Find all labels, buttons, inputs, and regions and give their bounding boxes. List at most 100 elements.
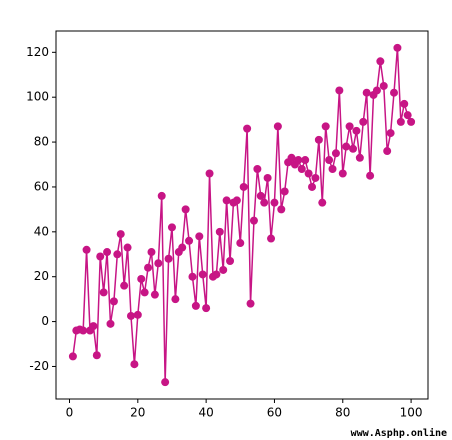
- point: [215, 227, 224, 236]
- x-tick-label: 40: [198, 406, 213, 420]
- watermark: www.Asphp.online: [351, 427, 447, 439]
- point: [403, 111, 412, 120]
- x-tick-label: 0: [66, 406, 74, 420]
- point: [400, 99, 409, 108]
- point: [116, 230, 125, 239]
- point: [123, 243, 132, 252]
- point: [386, 129, 395, 138]
- point: [195, 232, 204, 241]
- point: [157, 191, 166, 200]
- point: [226, 257, 235, 265]
- point: [130, 360, 139, 369]
- point: [263, 173, 272, 182]
- point: [297, 165, 306, 173]
- point: [191, 301, 200, 310]
- point: [396, 117, 405, 126]
- point: [178, 243, 187, 252]
- point: [243, 124, 252, 133]
- point: [270, 198, 279, 207]
- point: [79, 326, 88, 335]
- point: [335, 86, 344, 95]
- point: [379, 81, 388, 90]
- point: [349, 144, 358, 153]
- y-tick-label: 0: [41, 314, 49, 328]
- point: [188, 272, 197, 281]
- point: [68, 352, 77, 361]
- point: [212, 270, 221, 279]
- point: [321, 122, 330, 131]
- point: [140, 288, 149, 297]
- y-tick-label: 120: [26, 45, 49, 59]
- x-tick-label: 100: [400, 406, 423, 420]
- point: [249, 216, 258, 225]
- point: [185, 236, 194, 245]
- point: [154, 259, 163, 268]
- point: [144, 263, 153, 272]
- y-tick-label: 100: [26, 90, 49, 104]
- y-tick-label: 60: [34, 179, 49, 193]
- point: [342, 142, 351, 151]
- point: [106, 319, 115, 328]
- x-tick-label: 20: [130, 406, 145, 420]
- point: [147, 248, 156, 257]
- point: [359, 117, 368, 126]
- point: [137, 274, 146, 283]
- point: [311, 173, 320, 182]
- point: [236, 239, 245, 248]
- y-tick-label: -20: [29, 359, 49, 373]
- point: [390, 88, 399, 97]
- point: [202, 304, 211, 313]
- point: [366, 171, 375, 180]
- x-tick-label: 60: [267, 406, 282, 420]
- point: [308, 182, 317, 191]
- point: [92, 351, 101, 360]
- point: [246, 299, 255, 308]
- point: [280, 187, 289, 196]
- point: [331, 149, 340, 158]
- point: [167, 223, 176, 232]
- point: [89, 322, 98, 331]
- point: [133, 310, 142, 319]
- point: [338, 169, 347, 178]
- y-tick-label: 20: [34, 269, 49, 283]
- point: [407, 117, 416, 126]
- point: [345, 122, 354, 131]
- point: [253, 165, 262, 173]
- y-tick-label: 40: [34, 224, 49, 238]
- point: [294, 156, 303, 165]
- x-tick-label: 80: [335, 406, 350, 420]
- point: [232, 196, 241, 205]
- point: [82, 245, 91, 254]
- plot-frame: [55, 30, 429, 400]
- point: [109, 297, 118, 306]
- point: [96, 252, 105, 261]
- point: [277, 205, 286, 214]
- point: [260, 198, 269, 207]
- point: [126, 311, 135, 320]
- point: [239, 182, 248, 191]
- point: [150, 290, 159, 299]
- point: [301, 156, 310, 165]
- point: [164, 254, 173, 263]
- point: [304, 169, 313, 178]
- point: [161, 378, 170, 387]
- series-line: [72, 47, 412, 383]
- point: [222, 196, 231, 205]
- point: [171, 295, 180, 304]
- point: [273, 122, 282, 131]
- point: [352, 126, 361, 135]
- point: [287, 153, 296, 162]
- point: [99, 288, 108, 297]
- point: [113, 250, 122, 259]
- point: [355, 153, 364, 162]
- point: [181, 205, 190, 214]
- point: [325, 156, 334, 165]
- point: [267, 234, 276, 243]
- point: [314, 135, 323, 144]
- y-tick-label: 80: [34, 135, 49, 149]
- point: [383, 147, 392, 156]
- point: [103, 248, 112, 257]
- point: [393, 43, 402, 52]
- point: [198, 270, 207, 279]
- point: [372, 86, 381, 95]
